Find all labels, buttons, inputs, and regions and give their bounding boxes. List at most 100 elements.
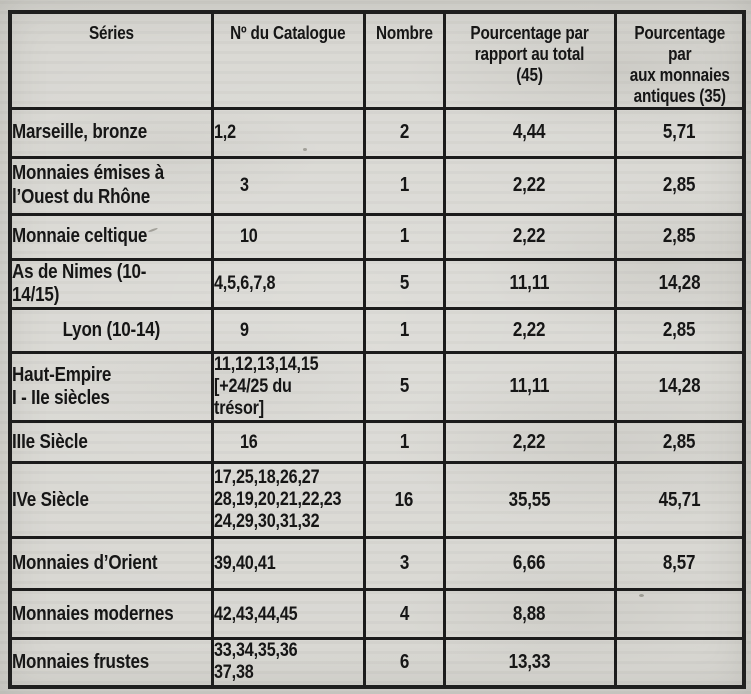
cell-pct_total: 6,66 — [442, 536, 617, 592]
column-header-label: Séries — [88, 23, 134, 43]
table-row: Monnaies modernes 42,43,44,45 4 8,88 — [8, 588, 746, 641]
scan-speck — [303, 148, 307, 151]
cell-serie: Monnaies frustes — [8, 637, 214, 689]
cell-pct_total: 2,22 — [442, 420, 617, 465]
cell-catalogue: 11,12,13,14,15 [+24/25 du trésor] — [210, 350, 366, 424]
cell-text: 17,25,18,26,27 28,19,20,21,22,23 24,29,3… — [213, 467, 341, 533]
cell-text: 10 — [239, 226, 258, 248]
cell-catalogue: 42,43,44,45 — [210, 588, 366, 641]
table-header: Séries Nº du Catalogue Nombre Pourcentage p… — [8, 10, 746, 110]
cell-text: 35,55 — [508, 488, 551, 511]
cell-text: 9 — [239, 319, 249, 341]
cell-catalogue: 10 — [210, 212, 366, 261]
cell-pct_total: 8,88 — [442, 588, 617, 641]
cell-serie: Monnaie celtique — [8, 212, 214, 261]
cell-text: 5 — [399, 375, 409, 398]
column-header-pct-total: Pourcentage par rapport au total (45) — [442, 10, 617, 110]
column-header-nombre: Nombre — [362, 10, 446, 110]
column-header-label: Pourcentage par rapport au total (45) — [470, 23, 589, 85]
table-row: Monnaies d’Orient 39,40,41 3 6,66 8,57 — [8, 536, 746, 592]
cell-serie: Monnaies modernes — [8, 588, 214, 641]
cell-text: Monnaies modernes — [12, 602, 174, 625]
cell-text: Monnaies émises à l’Ouest du Rhône — [12, 162, 165, 208]
cell-text: 2,85 — [663, 318, 696, 341]
table-body: Marseille, bronze 1,2 2 4,44 5,71 Monnaies ém… — [8, 106, 746, 689]
column-header-pct-antiques: Pourcentage par aux monnaies antiques (3… — [613, 10, 746, 110]
cell-catalogue: 4,5,6,7,8 — [210, 257, 366, 311]
cell-text: 33,34,35,36 37,38 — [213, 640, 297, 684]
cell-nombre: 2 — [362, 106, 446, 159]
column-header-label: Pourcentage par aux monnaies antiques (3… — [629, 23, 730, 106]
cell-text: 4,44 — [513, 121, 546, 144]
cell-text: 11,11 — [509, 272, 550, 295]
cell-text: 8,57 — [663, 552, 696, 574]
cell-text: 2,22 — [513, 174, 546, 197]
cell-text: Marseille, bronze — [12, 121, 148, 144]
cell-pct_total: 2,22 — [442, 212, 617, 261]
cell-nombre: 6 — [362, 637, 446, 689]
cell-pct_antiques: 14,28 — [613, 350, 746, 424]
cell-text: 6,66 — [513, 552, 546, 574]
cell-text: 4,5,6,7,8 — [213, 273, 275, 295]
cell-serie: Lyon (10-14) — [8, 307, 214, 354]
cell-pct_total: 13,33 — [442, 637, 617, 689]
table-row: Marseille, bronze 1,2 2 4,44 5,71 — [8, 106, 746, 159]
cell-serie: Monnaies émises à l’Ouest du Rhône — [8, 155, 214, 216]
cell-text: As de Nimes (10-14/15) — [12, 260, 147, 306]
cell-text: 42,43,44,45 — [213, 603, 297, 625]
cell-nombre: 3 — [362, 536, 446, 592]
cell-text: 3 — [239, 175, 249, 197]
cell-catalogue: 9 — [210, 307, 366, 354]
cell-serie: Monnaies d’Orient — [8, 536, 214, 592]
cell-serie: IVe Siècle — [8, 461, 214, 540]
cell-serie: As de Nimes (10-14/15) — [8, 257, 214, 311]
cell-text: 1 — [399, 225, 409, 248]
column-header-label: Nº du Catalogue — [230, 23, 346, 43]
cell-catalogue: 39,40,41 — [210, 536, 366, 592]
table-row: As de Nimes (10-14/15) 4,5,6,7,8 5 11,11 14,… — [8, 257, 746, 311]
cell-nombre: 5 — [362, 257, 446, 311]
cell-catalogue: 1,2 — [210, 106, 366, 159]
cell-text: 2,85 — [663, 430, 696, 453]
cell-text: 6 — [399, 650, 409, 673]
table-row: Monnaies émises à l’Ouest du Rhône 3 1 2,22… — [8, 155, 746, 216]
cell-pct_antiques — [613, 637, 746, 689]
cell-pct_total: 2,22 — [442, 155, 617, 216]
cell-text: Monnaies frustes — [12, 650, 150, 673]
cell-pct_antiques: 14,28 — [613, 257, 746, 311]
cell-pct_antiques: 2,85 — [613, 155, 746, 216]
cell-text: 8,88 — [513, 602, 546, 625]
cell-pct_total: 11,11 — [442, 350, 617, 424]
coin-statistics-table: Séries Nº du Catalogue Nombre Pourcentage p… — [8, 10, 746, 689]
cell-pct_antiques: 2,85 — [613, 307, 746, 354]
cell-nombre: 1 — [362, 307, 446, 354]
cell-pct_total: 11,11 — [442, 257, 617, 311]
cell-text: 39,40,41 — [213, 553, 276, 575]
column-header-label: Nombre — [375, 23, 433, 43]
cell-text: 2 — [399, 121, 409, 144]
cell-text: Lyon (10-14) — [62, 318, 161, 341]
column-header-catalogue: Nº du Catalogue — [210, 10, 366, 110]
cell-text: 2,22 — [513, 430, 546, 453]
cell-text: 16 — [239, 431, 258, 453]
table-row: IIIe Siècle 16 1 2,22 2,85 — [8, 420, 746, 465]
cell-text: 11,12,13,14,15 [+24/25 du trésor] — [213, 354, 318, 420]
table-row: IVe Siècle 17,25,18,26,27 28,19,20,21,22,… — [8, 461, 746, 540]
cell-catalogue: 16 — [210, 420, 366, 465]
cell-pct_total: 2,22 — [442, 307, 617, 354]
cell-serie: IIIe Siècle — [8, 420, 214, 465]
cell-text: 5 — [399, 272, 409, 295]
cell-text: IVe Siècle — [12, 488, 89, 511]
cell-pct_antiques: 5,71 — [613, 106, 746, 159]
cell-nombre: 1 — [362, 420, 446, 465]
cell-pct_total: 35,55 — [442, 461, 617, 540]
cell-text: 45,71 — [658, 488, 701, 511]
cell-text: Monnaies d’Orient — [12, 552, 158, 574]
scan-speck — [639, 594, 644, 597]
cell-serie: Haut-Empire I - IIe siècles — [8, 350, 214, 424]
cell-text: 11,11 — [509, 375, 550, 398]
table-row: Monnaie celtique 10 1 2,22 2,85 — [8, 212, 746, 261]
cell-text: 2,85 — [663, 174, 696, 197]
cell-catalogue: 17,25,18,26,27 28,19,20,21,22,23 24,29,3… — [210, 461, 366, 540]
cell-nombre: 5 — [362, 350, 446, 424]
